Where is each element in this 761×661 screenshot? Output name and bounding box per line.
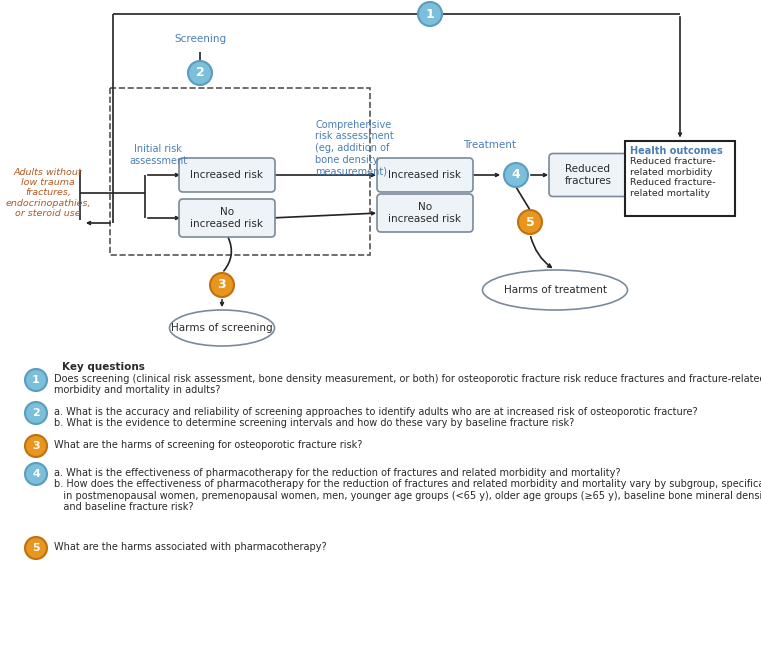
FancyBboxPatch shape (377, 194, 473, 232)
Text: 2: 2 (32, 408, 40, 418)
Circle shape (25, 402, 47, 424)
Ellipse shape (482, 270, 628, 310)
Circle shape (504, 163, 528, 187)
Text: 3: 3 (218, 278, 226, 292)
Bar (110, 88, 370, 255)
Ellipse shape (170, 310, 275, 346)
Text: What are the harms associated with pharmacotherapy?: What are the harms associated with pharm… (54, 542, 326, 552)
Text: morbidity and mortality in adults?: morbidity and mortality in adults? (54, 385, 221, 395)
Text: 3: 3 (32, 441, 40, 451)
Text: Screening: Screening (174, 34, 226, 44)
Circle shape (188, 61, 212, 85)
Text: Increased risk: Increased risk (389, 170, 461, 180)
Text: 1: 1 (32, 375, 40, 385)
Circle shape (25, 463, 47, 485)
Text: Treatment: Treatment (463, 140, 517, 150)
Text: 4: 4 (511, 169, 521, 182)
Text: Harms of treatment: Harms of treatment (504, 285, 607, 295)
Circle shape (25, 537, 47, 559)
Text: 5: 5 (32, 543, 40, 553)
Text: Increased risk: Increased risk (190, 170, 263, 180)
Text: b. What is the evidence to determine screening intervals and how do these vary b: b. What is the evidence to determine scr… (54, 418, 575, 428)
Circle shape (25, 369, 47, 391)
Text: Adults without
low trauma
fractures,
endocrinopathies,
or steroid use: Adults without low trauma fractures, end… (5, 168, 91, 218)
Text: b. How does the effectiveness of pharmacotherapy for the reduction of fractures : b. How does the effectiveness of pharmac… (54, 479, 761, 512)
Text: 5: 5 (526, 215, 534, 229)
FancyBboxPatch shape (377, 158, 473, 192)
Text: No
increased risk: No increased risk (389, 202, 461, 224)
Text: 2: 2 (196, 67, 205, 79)
Text: a. What is the effectiveness of pharmacotherapy for the reduction of fractures a: a. What is the effectiveness of pharmaco… (54, 468, 620, 478)
Text: What are the harms of screening for osteoporotic fracture risk?: What are the harms of screening for oste… (54, 440, 362, 450)
Circle shape (210, 273, 234, 297)
Text: a. What is the accuracy and reliability of screening approaches to identify adul: a. What is the accuracy and reliability … (54, 407, 698, 417)
Bar (625, 141, 735, 215)
Text: Health outcomes: Health outcomes (630, 145, 723, 155)
Text: No
increased risk: No increased risk (190, 207, 263, 229)
Circle shape (25, 435, 47, 457)
FancyBboxPatch shape (179, 199, 275, 237)
FancyBboxPatch shape (549, 153, 627, 196)
Text: Reduced fracture-
related morbidity
Reduced fracture-
related mortality: Reduced fracture- related morbidity Redu… (630, 157, 715, 198)
Text: 1: 1 (425, 7, 435, 20)
Text: Harms of screening: Harms of screening (171, 323, 272, 333)
Text: Reduced
fractures: Reduced fractures (565, 164, 612, 186)
Circle shape (518, 210, 542, 234)
Circle shape (418, 2, 442, 26)
FancyBboxPatch shape (179, 158, 275, 192)
Text: Comprehensive
risk assessment
(eg, addition of
bone density
measurement): Comprehensive risk assessment (eg, addit… (315, 120, 393, 176)
Text: Does screening (clinical risk assessment, bone density measurement, or both) for: Does screening (clinical risk assessment… (54, 374, 761, 384)
Text: Key questions: Key questions (62, 362, 145, 372)
Text: 4: 4 (32, 469, 40, 479)
Text: Initial risk
assessment: Initial risk assessment (129, 144, 187, 166)
